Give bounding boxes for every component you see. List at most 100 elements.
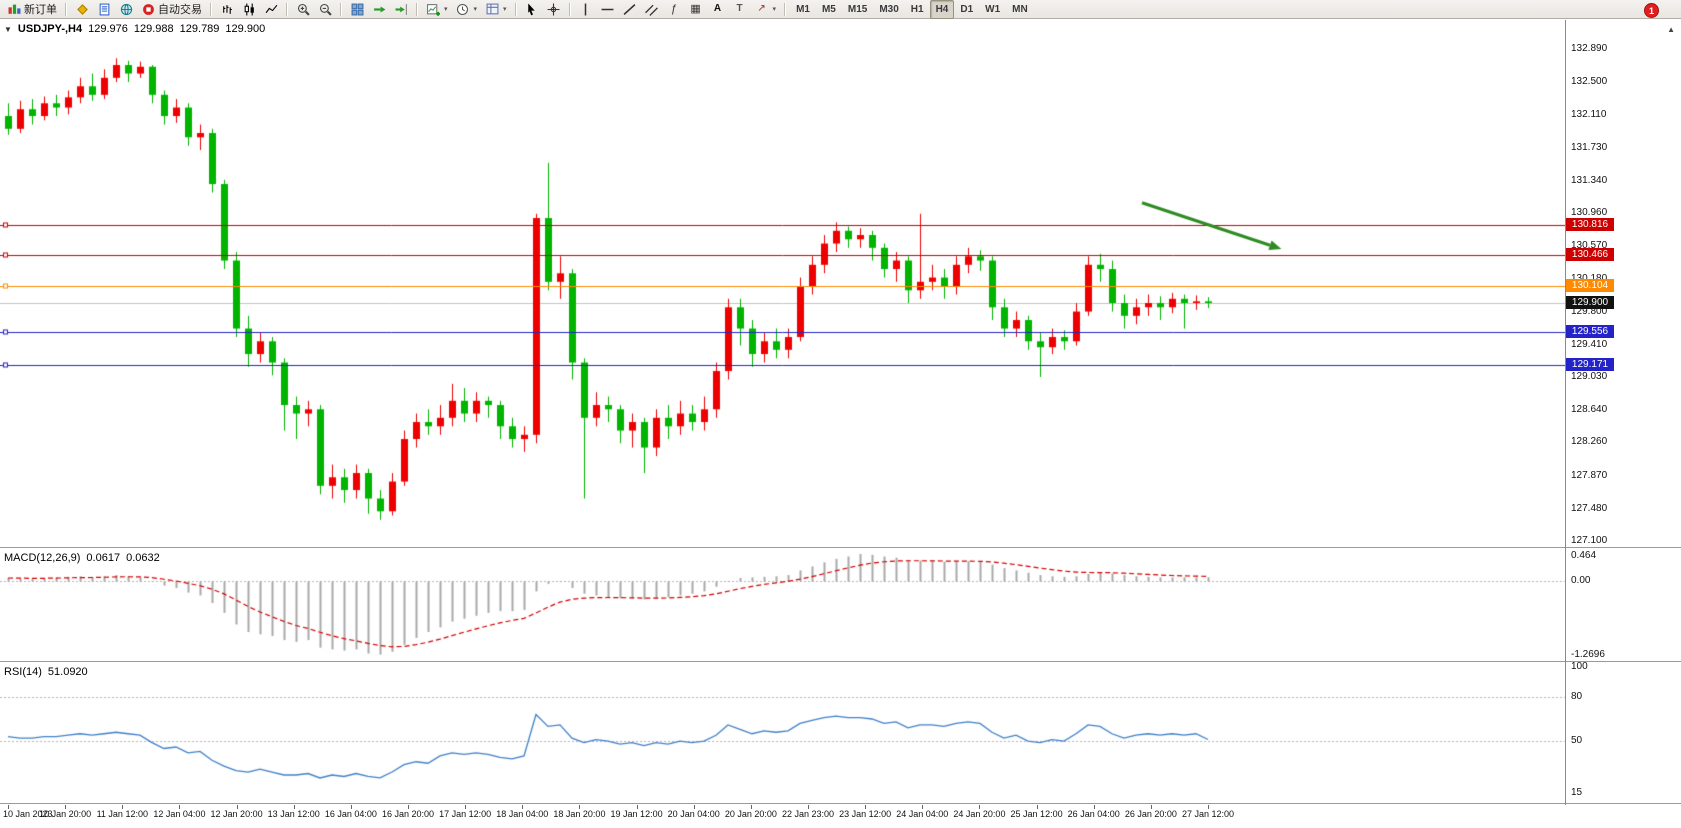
line-chart-button[interactable] [260,0,282,19]
bar-chart-button[interactable] [216,0,238,19]
rsi-axis-label: 50 [1571,735,1583,747]
price-chart-canvas[interactable] [0,20,1565,547]
level-price-badge: 129.556 [1566,325,1614,339]
time-axis-tick [408,805,409,809]
arrows-button[interactable]: ↗ ▾ [751,0,781,19]
text-icon: A [713,3,722,14]
dropdown-caret-icon: ▾ [772,6,777,13]
tf-m1-button[interactable]: M1 [790,0,816,19]
macd-indicator-label: MACD(12,26,9) 0.0617 0.0632 [4,552,160,564]
chart-scroll-icon[interactable]: ▲ [1667,25,1675,34]
macd-axis-label: 0.00 [1571,574,1591,586]
tf-h1-button[interactable]: H1 [905,0,930,19]
tf-m5-button[interactable]: M5 [816,0,842,19]
dropdown-caret-icon: ▾ [503,6,507,13]
level-price-badge: 130.816 [1566,218,1614,232]
new-order-icon [7,3,21,16]
history-center-button[interactable] [115,0,137,19]
price-axis-label: 132.890 [1571,42,1608,54]
tf-m30-button[interactable]: M30 [873,0,904,19]
rsi-indicator-label: RSI(14) 51.0920 [4,666,88,678]
ohlc-high: 129.988 [133,23,174,35]
macd-value-main: 0.0617 [86,552,121,564]
time-axis-tick [465,805,467,809]
notification-badge[interactable]: 1 [1644,3,1659,18]
text-button[interactable]: A [707,0,729,19]
toolbar: 新订单 自动交易 ▾ ▾ ▾ ƒ ▦ A T ↗ ▾ M1 M5 M15 M30 H1 H4 D1 W1 MN [0,0,1681,19]
chart-profile-button[interactable] [71,0,93,19]
rsi-name: RSI(14) [4,666,42,678]
autotrading-button[interactable]: 自动交易 [137,0,206,19]
dropdown-caret-icon: ▾ [444,6,448,13]
macd-axis-label: -1.2696 [1571,648,1605,660]
indicators-button[interactable]: ▾ [422,0,452,19]
rsi-panel-canvas[interactable] [0,663,1565,803]
panel-splitter[interactable] [0,661,1681,664]
toolbar-separator [568,2,571,16]
level-price-badge: 130.466 [1566,247,1614,261]
shapes-button[interactable]: ▦ [685,0,707,19]
toolbar-separator [210,2,212,16]
auto-scroll-button[interactable] [368,0,390,19]
time-axis-tick [522,805,524,809]
autotrading-icon [141,3,155,16]
time-axis-tick [750,805,752,809]
time-axis-label: 24 Jan 04:00 [896,809,949,819]
periods-button[interactable]: ▾ [452,0,482,19]
time-axis-tick [179,805,181,809]
panel-splitter[interactable] [0,803,1681,806]
time-axis-label: 20 Jan 20:00 [724,809,777,819]
price-axis-label: 128.260 [1571,436,1608,448]
toolbar-separator [340,2,342,16]
ohlc-close: 129.900 [225,23,266,35]
price-axis-label: 132.110 [1571,109,1607,121]
tf-w1-button[interactable]: W1 [979,0,1006,19]
new-chart-icon [426,3,440,16]
tf-d1-button-label: D1 [960,3,974,15]
crosshair-button[interactable] [543,0,565,19]
time-axis-label: 26 Jan 04:00 [1067,809,1120,819]
zoom-out-button[interactable] [314,0,336,19]
price-axis-separator[interactable] [1565,20,1566,805]
ohlc-open: 129.976 [88,23,128,35]
macd-panel-canvas[interactable] [0,549,1565,661]
data-window-icon [97,3,111,16]
time-axis-label: 18 Jan 04:00 [496,809,549,819]
price-axis-label: 127.870 [1571,469,1608,481]
time-axis-label: 26 Jan 20:00 [1124,809,1177,819]
tf-h4-button[interactable]: H4 [929,0,955,19]
price-axis-label: 131.730 [1571,141,1608,153]
tile-windows-button[interactable] [346,0,368,19]
zoom-out-icon [318,3,332,16]
horizontal-line-button[interactable] [597,0,619,19]
time-axis-label: 22 Jan 23:00 [781,809,835,819]
time-axis-label: 11 Jan 12:00 [96,809,148,819]
trendline-button[interactable] [619,0,641,19]
fibonacci-button[interactable]: ƒ [663,0,685,19]
tf-mn-button[interactable]: MN [1006,0,1034,19]
time-axis-tick [922,805,924,809]
channel-button[interactable] [641,0,663,19]
time-axis-label: 25 Jan 12:00 [1010,809,1063,819]
collapse-chart-icon[interactable]: ▼ [4,24,12,34]
cursor-button[interactable] [521,0,543,19]
vertical-line-button[interactable] [575,0,597,19]
zoom-in-button[interactable] [292,0,314,19]
price-axis-label: 128.640 [1571,404,1608,416]
new-order-button[interactable]: 新订单 [3,0,61,19]
panel-splitter[interactable] [0,547,1681,550]
tf-m30-button-label: M30 [879,3,899,15]
time-axis-label: 10 Jan 20:00 [39,809,92,819]
crosshair-icon [547,3,561,16]
chart-shift-button[interactable] [390,0,412,19]
templates-button[interactable]: ▾ [481,0,511,19]
time-axis-tick [1036,805,1038,809]
label-button[interactable]: T [729,0,751,19]
data-window-button[interactable] [93,0,115,19]
macd-axis-label: 0.464 [1571,550,1597,561]
tf-d1-button[interactable]: D1 [954,0,979,19]
profile-icon [75,3,89,16]
candlestick-chart-button[interactable] [238,0,260,19]
tf-m15-button[interactable]: M15 [842,0,873,19]
toolbar-separator [65,2,67,16]
